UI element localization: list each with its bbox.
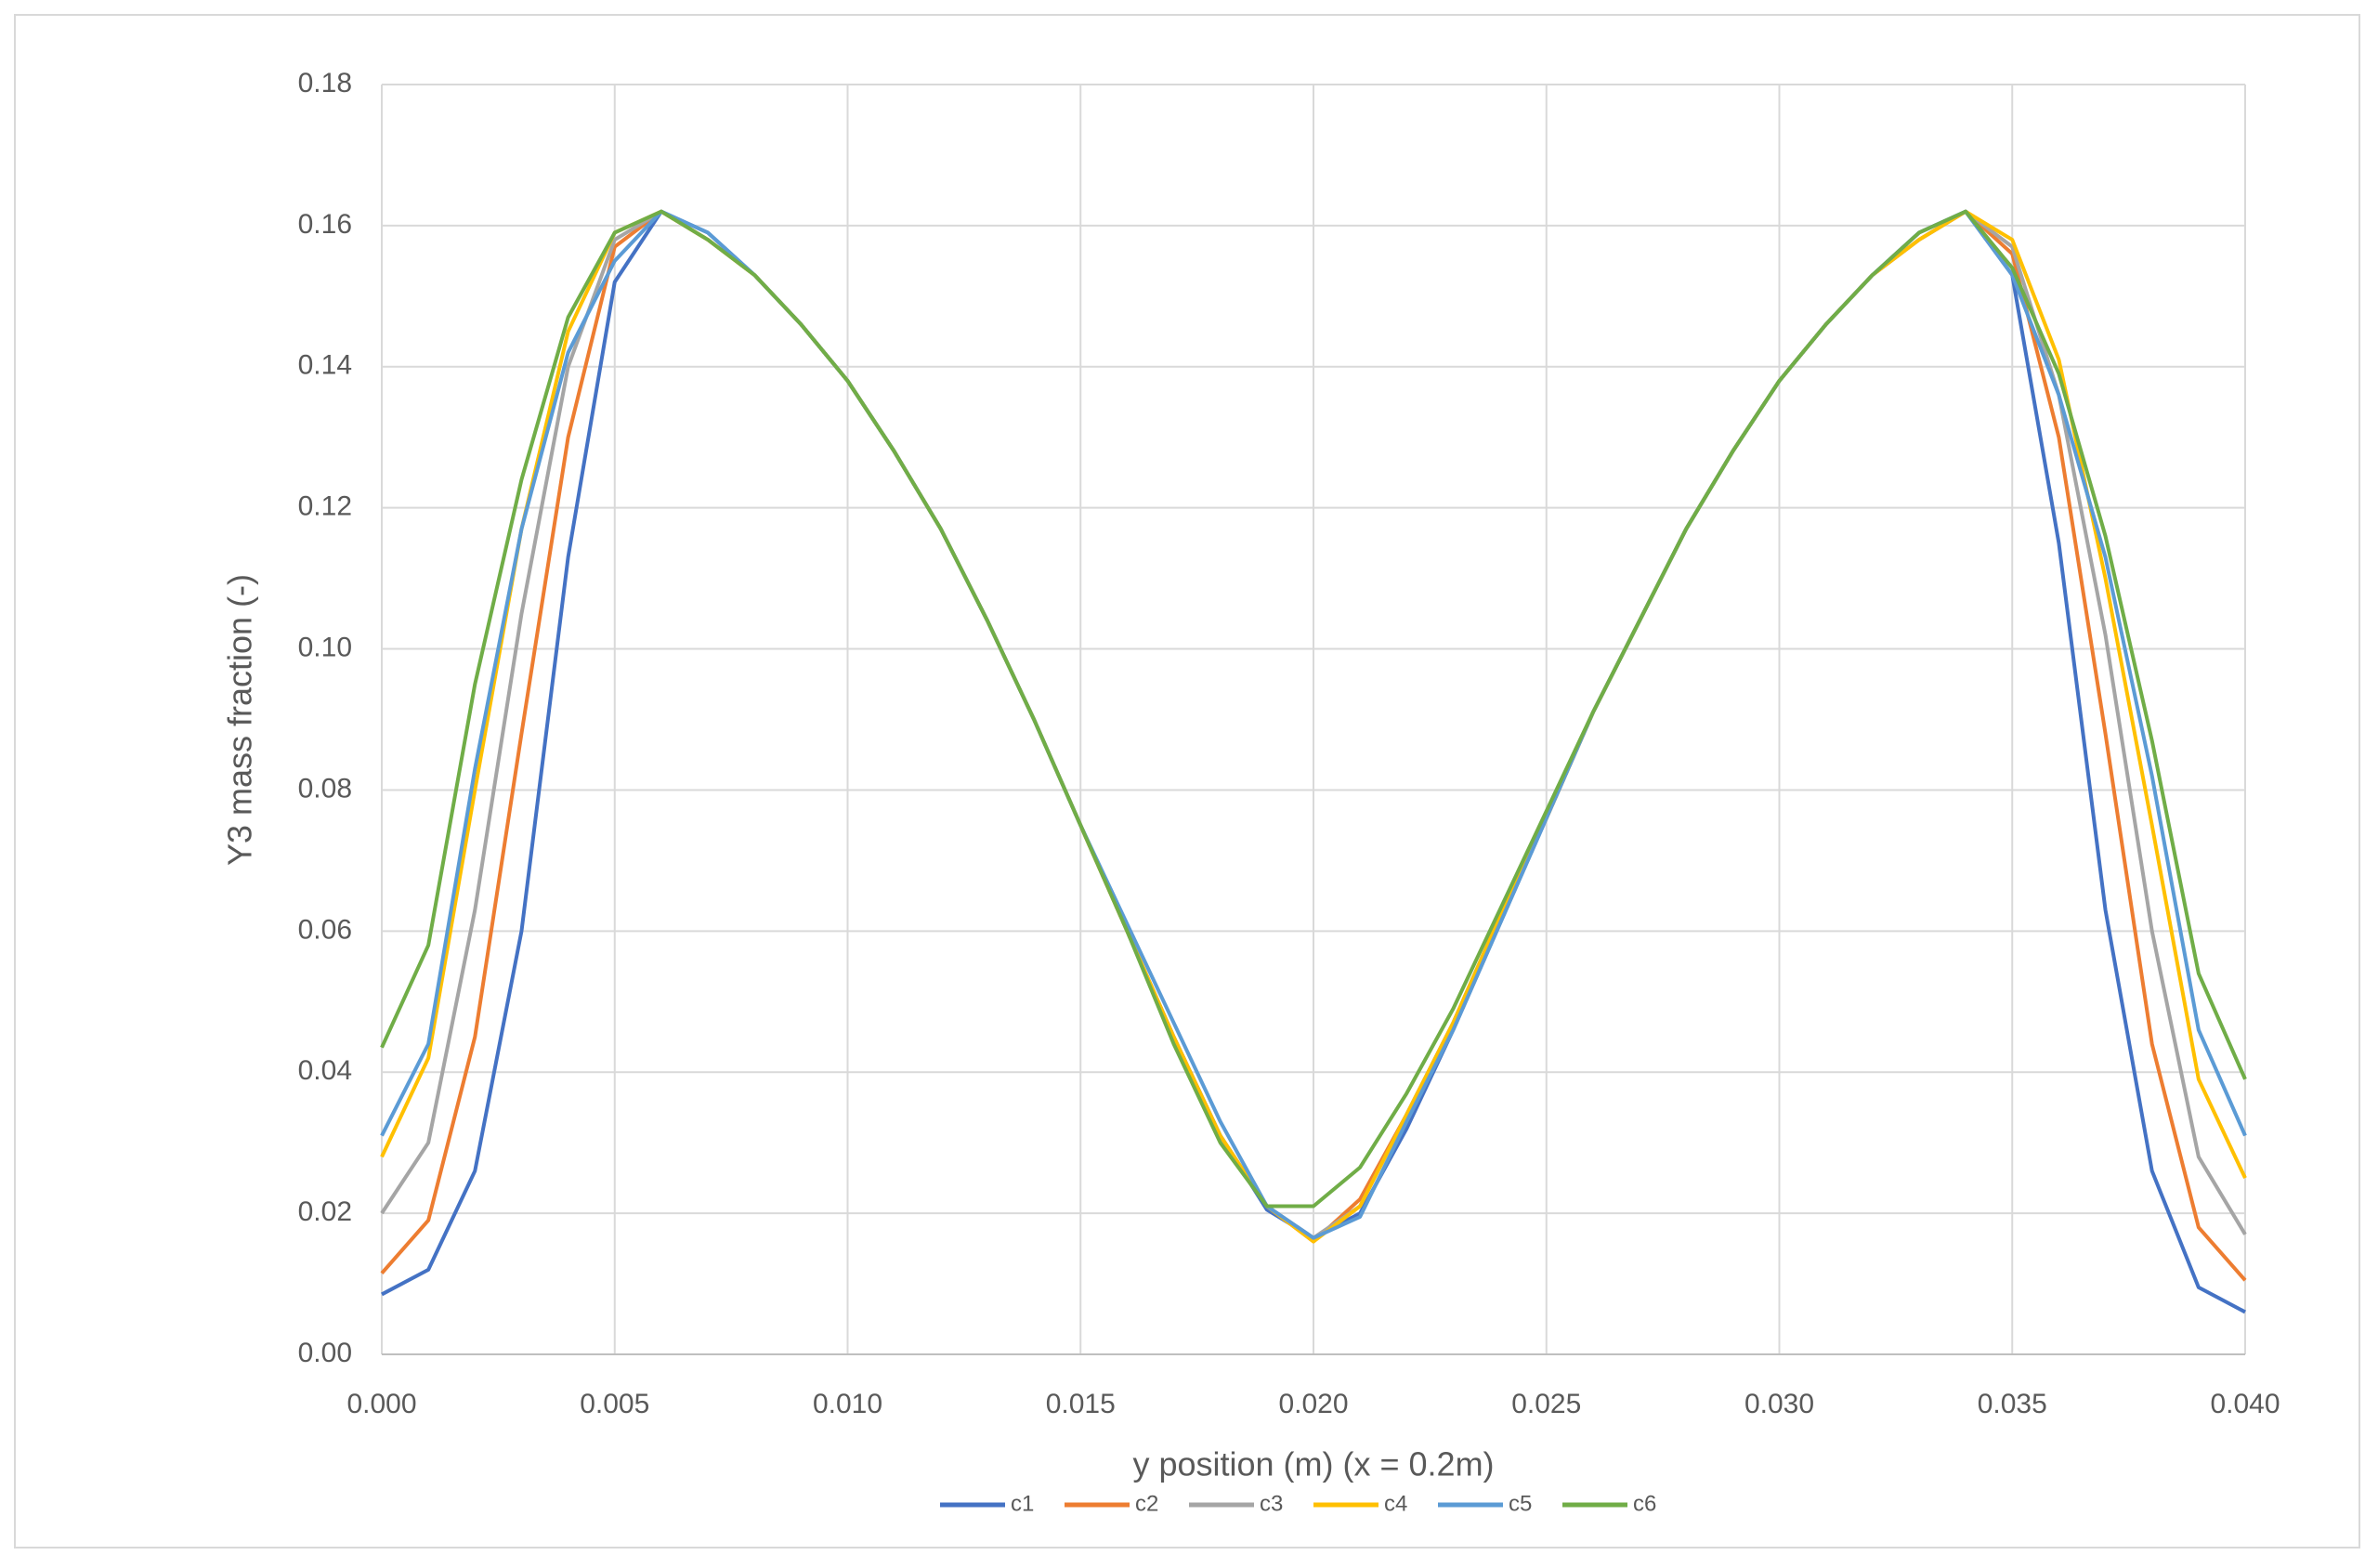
y-tick-label: 0.18 bbox=[298, 68, 352, 98]
y-tick-label: 0.04 bbox=[298, 1055, 352, 1086]
legend-label: c4 bbox=[1384, 1491, 1407, 1516]
x-tick-label: 0.025 bbox=[1511, 1389, 1581, 1419]
legend-label: c2 bbox=[1135, 1491, 1158, 1516]
x-tick-label: 0.020 bbox=[1278, 1389, 1348, 1419]
y-tick-label: 0.16 bbox=[298, 209, 352, 240]
series-line bbox=[380, 209, 2247, 1209]
y-tick-label: 0.10 bbox=[298, 632, 352, 662]
y-tick-label: 0.00 bbox=[298, 1338, 352, 1368]
x-tick-label: 0.005 bbox=[580, 1389, 649, 1419]
y-axis-title: Y3 mass fraction (-) bbox=[221, 574, 259, 866]
y-tick-label: 0.14 bbox=[298, 350, 352, 381]
legend-label: c5 bbox=[1509, 1491, 1532, 1516]
x-tick-label: 0.040 bbox=[2210, 1389, 2280, 1419]
y-tick-label: 0.12 bbox=[298, 491, 352, 522]
x-tick-label: 0.035 bbox=[1978, 1389, 2047, 1419]
y-tick-label: 0.08 bbox=[298, 773, 352, 804]
legend-label: c6 bbox=[1633, 1491, 1656, 1516]
x-tick-label: 0.030 bbox=[1744, 1389, 1814, 1419]
x-tick-label: 0.010 bbox=[813, 1389, 882, 1419]
y-tick-label: 0.02 bbox=[298, 1196, 352, 1227]
x-tick-label: 0.015 bbox=[1046, 1389, 1116, 1419]
chart-border bbox=[14, 14, 2360, 1548]
x-axis-title: y position (m) (x = 0.2m) bbox=[1132, 1445, 1494, 1483]
legend-label: c1 bbox=[1011, 1491, 1034, 1516]
y-tick-label: 0.06 bbox=[298, 914, 352, 945]
x-tick-label: 0.000 bbox=[346, 1389, 416, 1419]
legend-label: c3 bbox=[1260, 1491, 1283, 1516]
